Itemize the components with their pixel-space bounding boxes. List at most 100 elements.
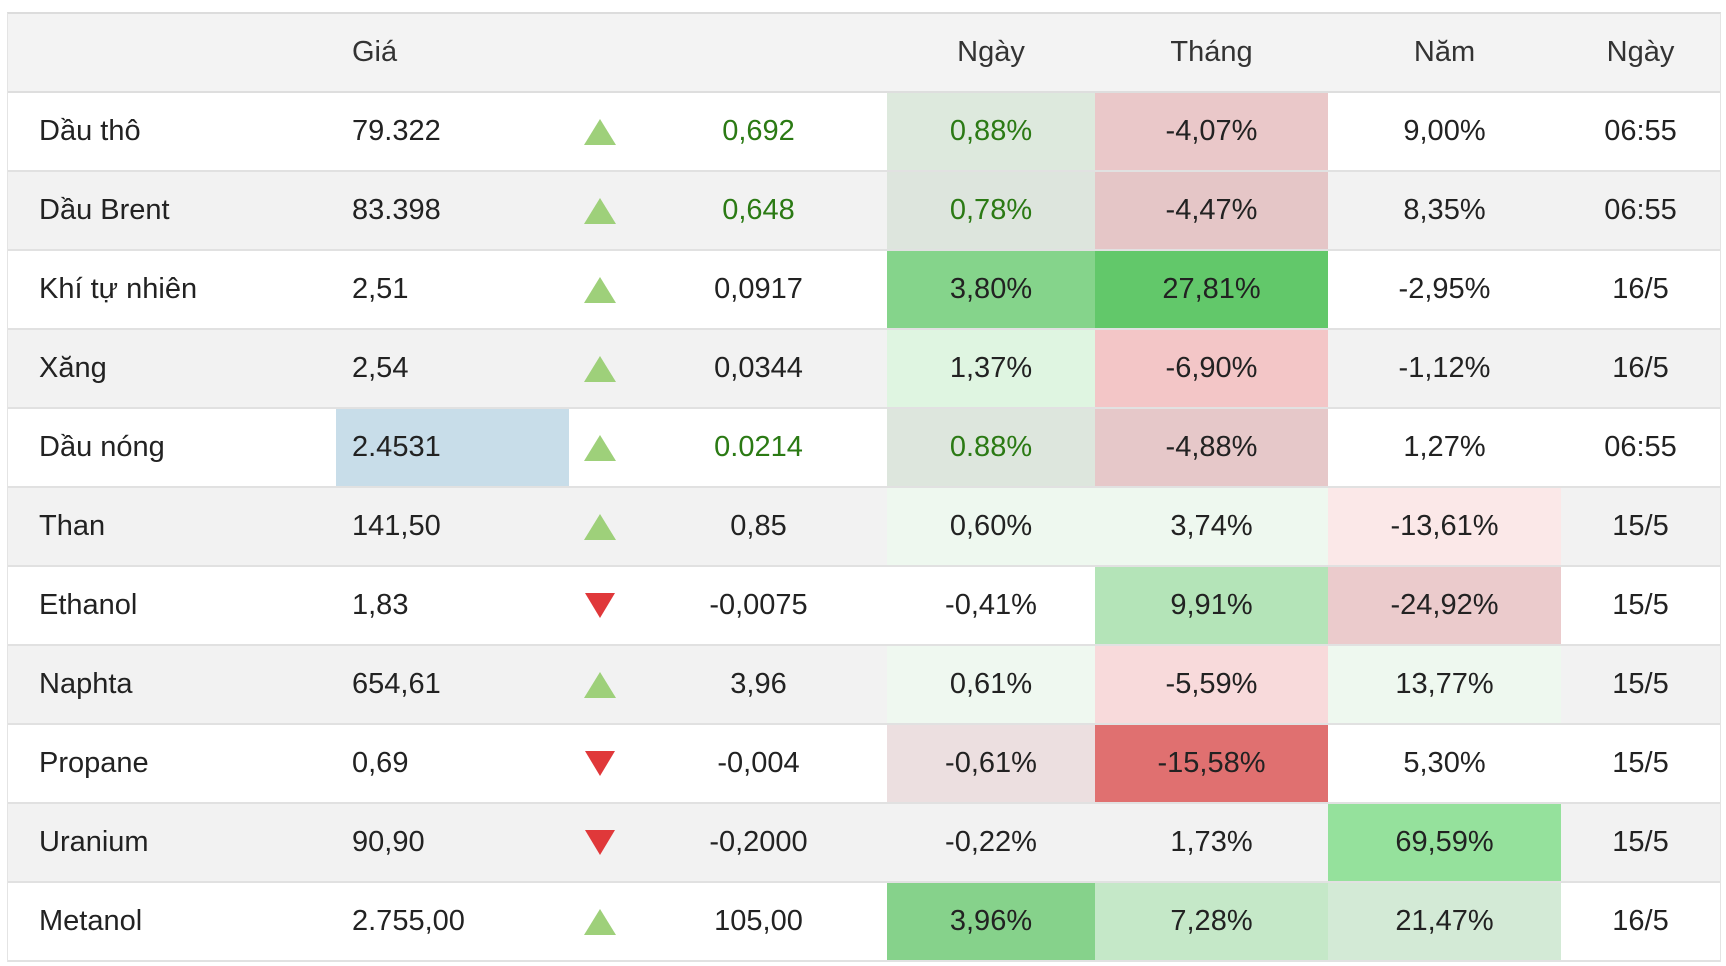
table-row[interactable]: Ethanol 1,83 -0,0075 -0,41% 9,91% -24,92% 15/5 bbox=[8, 567, 1720, 646]
price-cell: 2.755,00 bbox=[352, 905, 465, 937]
arrow-up-icon bbox=[583, 513, 616, 540]
price-cell: 141,50 bbox=[352, 510, 441, 542]
month-percent-cell: -15,58% bbox=[1095, 725, 1328, 802]
commodity-name-link[interactable]: Naphta bbox=[39, 668, 133, 700]
time-cell: 15/5 bbox=[1612, 510, 1669, 542]
direction-cell bbox=[569, 251, 630, 328]
header-day[interactable]: Ngày bbox=[957, 36, 1025, 68]
arrow-up-icon bbox=[583, 197, 616, 224]
year-percent-cell: -2,95% bbox=[1398, 273, 1491, 305]
table-body: Dầu thô 79.322 0,692 0,88% -4,07% 9,00% 06:55 D… bbox=[8, 93, 1720, 962]
price-cell: 654,61 bbox=[352, 668, 441, 700]
change-cell: 0,0917 bbox=[714, 273, 803, 305]
year-percent-cell: 1,27% bbox=[1403, 431, 1486, 463]
price-cell: 90,90 bbox=[352, 826, 425, 858]
time-cell: 16/5 bbox=[1612, 352, 1669, 384]
direction-cell bbox=[569, 804, 630, 881]
day-percent-cell: -0,61% bbox=[887, 725, 1095, 802]
commodity-name-link[interactable]: Dầu nóng bbox=[39, 431, 165, 463]
table-row[interactable]: Khí tự nhiên 2,51 0,0917 3,80% 27,81% -2,95% 1… bbox=[8, 251, 1720, 330]
arrow-up-icon bbox=[583, 434, 616, 461]
header-month[interactable]: Tháng bbox=[1170, 36, 1253, 68]
time-cell: 15/5 bbox=[1612, 826, 1669, 858]
day-percent-cell: 1,37% bbox=[887, 330, 1095, 407]
table-row[interactable]: Dầu nóng 2.4531 0.0214 0.88% -4,88% 1,27% 06:5… bbox=[8, 409, 1720, 488]
change-cell: -0,2000 bbox=[709, 826, 808, 858]
year-percent-cell: 13,77% bbox=[1328, 646, 1561, 723]
table-row[interactable]: Dầu Brent 83.398 0,648 0,78% -4,47% 8,35% 06:5… bbox=[8, 172, 1720, 251]
price-cell: 83.398 bbox=[352, 194, 441, 226]
change-cell: 0,85 bbox=[730, 510, 787, 542]
commodity-name-link[interactable]: Uranium bbox=[39, 826, 149, 858]
arrow-up-icon bbox=[583, 908, 616, 935]
day-percent-cell: 3,80% bbox=[887, 251, 1095, 328]
month-percent-cell: -6,90% bbox=[1095, 330, 1328, 407]
year-percent-cell: -1,12% bbox=[1398, 352, 1491, 384]
time-cell: 06:55 bbox=[1604, 431, 1677, 463]
direction-cell bbox=[569, 409, 630, 486]
arrow-up-icon bbox=[583, 355, 616, 382]
header-direction bbox=[569, 14, 630, 91]
header-price[interactable]: Giá bbox=[352, 36, 398, 68]
commodity-table: Giá Ngày Tháng Năm Ngày Dầu thô 79.322 0,6… bbox=[7, 12, 1721, 962]
table-row[interactable]: Dầu thô 79.322 0,692 0,88% -4,07% 9,00% 06:55 bbox=[8, 93, 1720, 172]
table-row[interactable]: Uranium 90,90 -0,2000 -0,22% 1,73% 69,59% 15/5 bbox=[8, 804, 1720, 883]
table-row[interactable]: Xăng 2,54 0,0344 1,37% -6,90% -1,12% 16/5 bbox=[8, 330, 1720, 409]
direction-cell bbox=[569, 172, 630, 249]
arrow-up-icon bbox=[583, 276, 616, 303]
day-percent-cell: -0,41% bbox=[945, 589, 1037, 621]
month-percent-cell: 1,73% bbox=[1170, 826, 1253, 858]
month-percent-cell: 3,74% bbox=[1095, 488, 1328, 565]
direction-cell bbox=[569, 567, 630, 644]
arrow-down-icon bbox=[584, 830, 615, 855]
table-row[interactable]: Propane 0,69 -0,004 -0,61% -15,58% 5,30% 15/5 bbox=[8, 725, 1720, 804]
month-percent-cell: -4,07% bbox=[1095, 93, 1328, 170]
month-percent-cell: 9,91% bbox=[1095, 567, 1328, 644]
time-cell: 15/5 bbox=[1612, 668, 1669, 700]
commodity-name-link[interactable]: Metanol bbox=[39, 905, 143, 937]
table-row[interactable]: Metanol 2.755,00 105,00 3,96% 7,28% 21,47% 16/… bbox=[8, 883, 1720, 962]
change-cell: -0,0075 bbox=[709, 589, 808, 621]
change-cell: -0,004 bbox=[717, 747, 800, 779]
commodity-name-link[interactable]: Dầu Brent bbox=[39, 194, 170, 226]
day-percent-cell: -0,22% bbox=[945, 826, 1037, 858]
price-cell: 79.322 bbox=[352, 115, 441, 147]
direction-cell bbox=[569, 93, 630, 170]
table-row[interactable]: Naphta 654,61 3,96 0,61% -5,59% 13,77% 15/5 bbox=[8, 646, 1720, 725]
time-cell: 15/5 bbox=[1612, 589, 1669, 621]
year-percent-cell: 69,59% bbox=[1328, 804, 1561, 881]
arrow-down-icon bbox=[584, 593, 615, 618]
commodity-name-link[interactable]: Dầu thô bbox=[39, 115, 141, 147]
price-cell: 0,69 bbox=[352, 747, 409, 779]
month-percent-cell: -4,88% bbox=[1095, 409, 1328, 486]
direction-cell bbox=[569, 646, 630, 723]
month-percent-cell: 7,28% bbox=[1095, 883, 1328, 960]
year-percent-cell: -24,92% bbox=[1328, 567, 1561, 644]
time-cell: 16/5 bbox=[1612, 905, 1669, 937]
month-percent-cell: 27,81% bbox=[1095, 251, 1328, 328]
direction-cell bbox=[569, 330, 630, 407]
change-cell: 0,648 bbox=[722, 194, 795, 226]
day-percent-cell: 0,60% bbox=[887, 488, 1095, 565]
commodity-name-link[interactable]: Propane bbox=[39, 747, 149, 779]
commodity-name-link[interactable]: Ethanol bbox=[39, 589, 138, 621]
header-year[interactable]: Năm bbox=[1413, 36, 1476, 68]
price-cell: 2.4531 bbox=[336, 409, 569, 486]
table-row[interactable]: Than 141,50 0,85 0,60% 3,74% -13,61% 15/5 bbox=[8, 488, 1720, 567]
price-cell: 2,51 bbox=[352, 273, 409, 305]
month-percent-cell: -4,47% bbox=[1095, 172, 1328, 249]
time-cell: 06:55 bbox=[1604, 194, 1677, 226]
year-percent-cell: 21,47% bbox=[1328, 883, 1561, 960]
commodity-name-link[interactable]: Xăng bbox=[39, 352, 107, 384]
commodity-name-link[interactable]: Than bbox=[39, 510, 106, 542]
direction-cell bbox=[569, 725, 630, 802]
header-time[interactable]: Ngày bbox=[1606, 36, 1675, 68]
time-cell: 16/5 bbox=[1612, 273, 1669, 305]
day-percent-cell: 0,88% bbox=[887, 93, 1095, 170]
price-cell: 2,54 bbox=[352, 352, 409, 384]
arrow-up-icon bbox=[583, 118, 616, 145]
change-cell: 3,96 bbox=[730, 668, 787, 700]
year-percent-cell: 9,00% bbox=[1403, 115, 1486, 147]
change-cell: 0,692 bbox=[722, 115, 795, 147]
commodity-name-link[interactable]: Khí tự nhiên bbox=[39, 273, 198, 305]
